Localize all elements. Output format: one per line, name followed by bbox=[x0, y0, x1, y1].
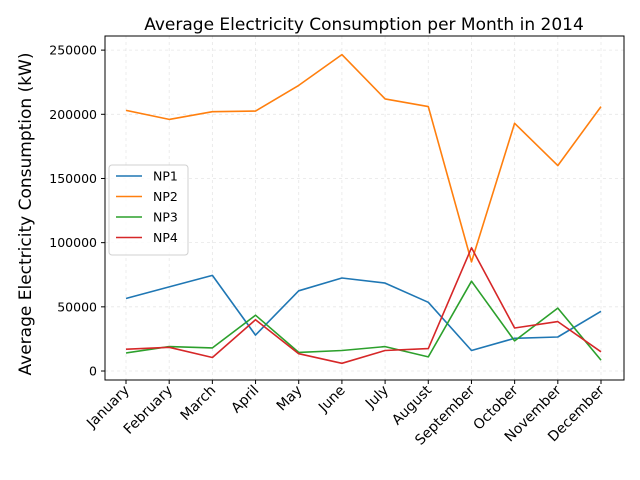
series-line-np4 bbox=[125, 247, 602, 365]
y-tick-label: 0 bbox=[89, 364, 97, 379]
y-tick-label: 50000 bbox=[57, 299, 97, 314]
chart-title: Average Electricity Consumption per Mont… bbox=[144, 15, 584, 35]
series-line-np2 bbox=[125, 53, 602, 263]
y-tick-label: 250000 bbox=[49, 43, 97, 58]
legend: NP1 NP2 NP3 NP4 bbox=[108, 164, 189, 256]
y-tick-label: 150000 bbox=[49, 171, 97, 186]
legend-label-np3: NP3 bbox=[153, 210, 178, 225]
grid-lines bbox=[105, 36, 624, 380]
y-axis-ticks: 0 50000 100000 150000 200000 250000 bbox=[49, 43, 105, 379]
plot-frame bbox=[104, 35, 625, 381]
y-axis-label: Average Electricity Consumption (kW) bbox=[16, 53, 36, 376]
series-line-np1 bbox=[125, 274, 602, 352]
legend-box bbox=[108, 164, 189, 256]
y-tick-label: 200000 bbox=[49, 107, 97, 122]
y-tick-label: 100000 bbox=[49, 235, 97, 250]
data-series bbox=[125, 53, 602, 365]
legend-label-np4: NP4 bbox=[153, 230, 178, 245]
legend-label-np2: NP2 bbox=[153, 189, 178, 204]
legend-label-np1: NP1 bbox=[153, 169, 178, 184]
series-line-np3 bbox=[125, 280, 602, 361]
